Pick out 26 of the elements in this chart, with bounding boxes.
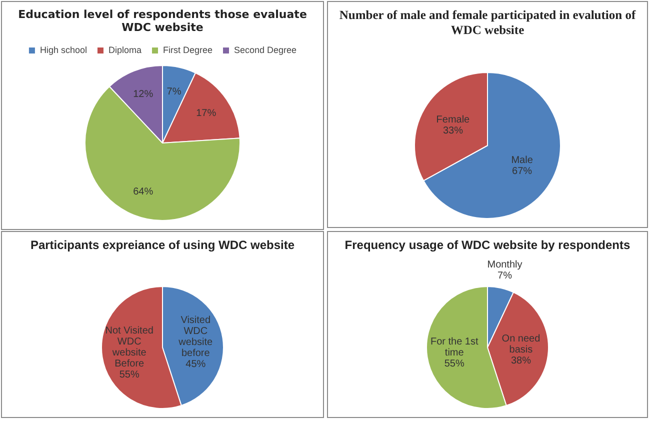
legend-label: First Degree bbox=[162, 44, 213, 55]
slice-label: Monthly bbox=[487, 260, 522, 271]
slice-label: Female bbox=[436, 114, 470, 126]
slice-label: Visited WDC website before bbox=[178, 315, 214, 359]
data-label: 33% bbox=[442, 125, 464, 136]
data-label: 45% bbox=[186, 359, 206, 370]
data-label: 17% bbox=[196, 108, 216, 120]
slice-label: Not Visited WDC website Before bbox=[105, 326, 154, 370]
slice-label: On need basis bbox=[502, 333, 540, 356]
slice-label: Male bbox=[511, 155, 534, 166]
data-label: 38% bbox=[510, 355, 532, 366]
data-label: 55% bbox=[119, 370, 140, 380]
legend-label: Second Degree bbox=[234, 44, 297, 55]
data-label: 55% bbox=[444, 358, 464, 370]
data-label: 64% bbox=[133, 186, 154, 198]
legend-label: High school bbox=[40, 44, 87, 55]
chart-title: Participants expreiance of using WDC website bbox=[29, 238, 296, 252]
legend-label: Diploma bbox=[108, 44, 142, 55]
chart-title: Number of male and female participated in evalution of WDC website bbox=[338, 8, 637, 38]
data-label: 12% bbox=[133, 88, 154, 100]
data-label: 7% bbox=[498, 270, 512, 282]
data-label: 67% bbox=[512, 166, 532, 178]
slice-label: For the 1st time bbox=[430, 336, 478, 358]
chart-title: Education level of respondents those evaluate WDC website bbox=[17, 8, 308, 34]
chart-title: Frequency usage of WDC website by respondents bbox=[344, 238, 632, 252]
data-label: 7% bbox=[166, 86, 182, 98]
